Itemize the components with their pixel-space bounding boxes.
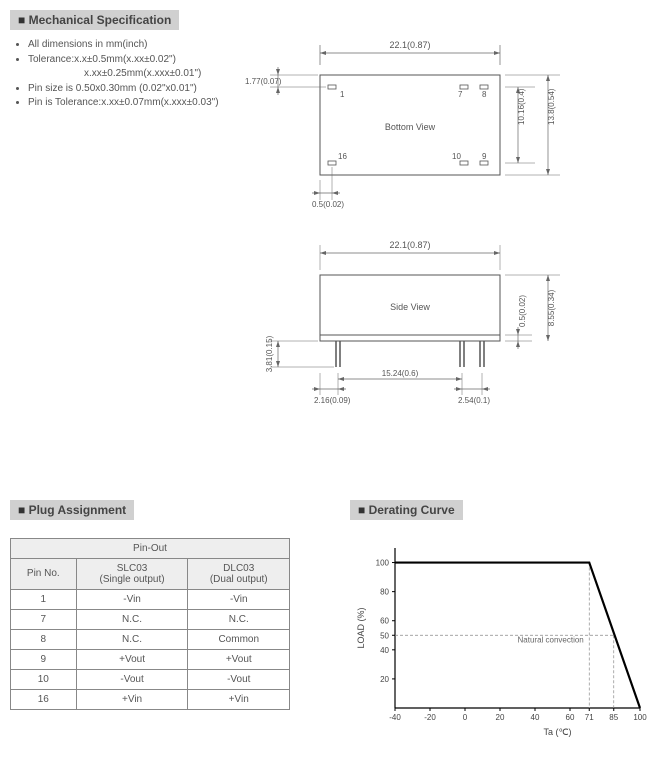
svg-text:60: 60 <box>380 616 389 625</box>
svg-text:LOAD (%): LOAD (%) <box>356 607 366 648</box>
svg-text:0.5(0.02): 0.5(0.02) <box>312 200 344 209</box>
svg-text:16: 16 <box>338 152 347 161</box>
svg-text:85: 85 <box>609 713 618 722</box>
svg-text:3.81(0.15): 3.81(0.15) <box>265 335 274 372</box>
plug-title: Plug Assignment <box>10 500 134 520</box>
mechanical-diagrams: 22.1(0.87) Bottom View 1 7 8 16 10 9 <box>240 30 650 450</box>
svg-text:8: 8 <box>482 90 487 99</box>
svg-text:20: 20 <box>380 674 389 683</box>
col-dlc: DLC03 (Dual output) <box>188 558 290 589</box>
svg-text:Natural convection: Natural convection <box>518 635 584 644</box>
col-slc: SLC03 (Single output) <box>76 558 188 589</box>
svg-text:22.1(0.87): 22.1(0.87) <box>389 240 430 250</box>
cell: 9 <box>11 649 77 669</box>
svg-text:22.1(0.87): 22.1(0.87) <box>389 40 430 50</box>
cell: N.C. <box>188 609 290 629</box>
svg-text:100: 100 <box>376 558 390 567</box>
table-row: 9+Vout+Vout <box>11 649 290 669</box>
svg-text:2.54(0.1): 2.54(0.1) <box>458 396 490 405</box>
svg-text:2.16(0.09): 2.16(0.09) <box>314 396 351 405</box>
cell: N.C. <box>76 609 188 629</box>
svg-text:15.24(0.6): 15.24(0.6) <box>382 369 419 378</box>
cell: 16 <box>11 689 77 709</box>
cell: Common <box>188 629 290 649</box>
svg-text:20: 20 <box>496 713 505 722</box>
svg-text:9: 9 <box>482 152 487 161</box>
svg-text:7: 7 <box>458 90 463 99</box>
mech-spec-section: Mechanical Specification All dimensions … <box>10 10 660 450</box>
table-row: 7N.C.N.C. <box>11 609 290 629</box>
svg-text:Side View: Side View <box>390 302 430 312</box>
svg-text:40: 40 <box>380 645 389 654</box>
svg-text:40: 40 <box>531 713 540 722</box>
cell: -Vout <box>76 669 188 689</box>
svg-text:Bottom View: Bottom View <box>385 122 436 132</box>
svg-text:0.5(0.02): 0.5(0.02) <box>518 294 527 326</box>
svg-text:1: 1 <box>340 90 345 99</box>
svg-text:100: 100 <box>633 713 647 722</box>
table-row: 8N.C.Common <box>11 629 290 649</box>
svg-text:71: 71 <box>585 713 594 722</box>
svg-text:1.77(0.07): 1.77(0.07) <box>245 77 282 86</box>
svg-text:-40: -40 <box>389 713 401 722</box>
table-row: 1-Vin-Vin <box>11 589 290 609</box>
cell: N.C. <box>76 629 188 649</box>
table-row: 16+Vin+Vin <box>11 689 290 709</box>
plug-section: Plug Assignment Pin-Out Pin No. SLC03 (S… <box>10 500 310 710</box>
cell: +Vout <box>188 649 290 669</box>
cell: 10 <box>11 669 77 689</box>
svg-text:50: 50 <box>380 631 389 640</box>
derating-svg: 20 40 50 60 80 100 -40 -20 0 20 40 60 71 85 100 LOAD (%… <box>350 538 650 738</box>
svg-text:-20: -20 <box>424 713 436 722</box>
svg-text:Ta (℃): Ta (℃) <box>543 727 571 737</box>
col-pin: Pin No. <box>11 558 77 589</box>
svg-text:80: 80 <box>380 587 389 596</box>
cell: -Vout <box>188 669 290 689</box>
table-row: 10-Vout-Vout <box>11 669 290 689</box>
derating-chart: 20 40 50 60 80 100 -40 -20 0 20 40 60 71 85 100 LOAD (%… <box>350 538 650 741</box>
cell: +Vout <box>76 649 188 669</box>
table-title: Pin-Out <box>11 538 290 558</box>
cell: +Vin <box>188 689 290 709</box>
cell: 8 <box>11 629 77 649</box>
pinout-table: Pin-Out Pin No. SLC03 (Single output) DL… <box>10 538 290 710</box>
derating-section: Derating Curve 20 40 50 60 80 100 -40 -20 0 20 40 6… <box>350 500 650 741</box>
svg-text:8.55(0.34): 8.55(0.34) <box>547 289 556 326</box>
diagram-svg: 22.1(0.87) Bottom View 1 7 8 16 10 9 <box>240 30 650 450</box>
cell: -Vin <box>76 589 188 609</box>
svg-text:10.16(0.4): 10.16(0.4) <box>517 88 526 125</box>
svg-text:60: 60 <box>566 713 575 722</box>
svg-text:10: 10 <box>452 152 461 161</box>
cell: -Vin <box>188 589 290 609</box>
svg-text:0: 0 <box>463 713 468 722</box>
cell: 1 <box>11 589 77 609</box>
mech-spec-title: Mechanical Specification <box>10 10 179 30</box>
cell: 7 <box>11 609 77 629</box>
cell: +Vin <box>76 689 188 709</box>
svg-text:13.8(0.54): 13.8(0.54) <box>547 88 556 125</box>
derating-title: Derating Curve <box>350 500 463 520</box>
